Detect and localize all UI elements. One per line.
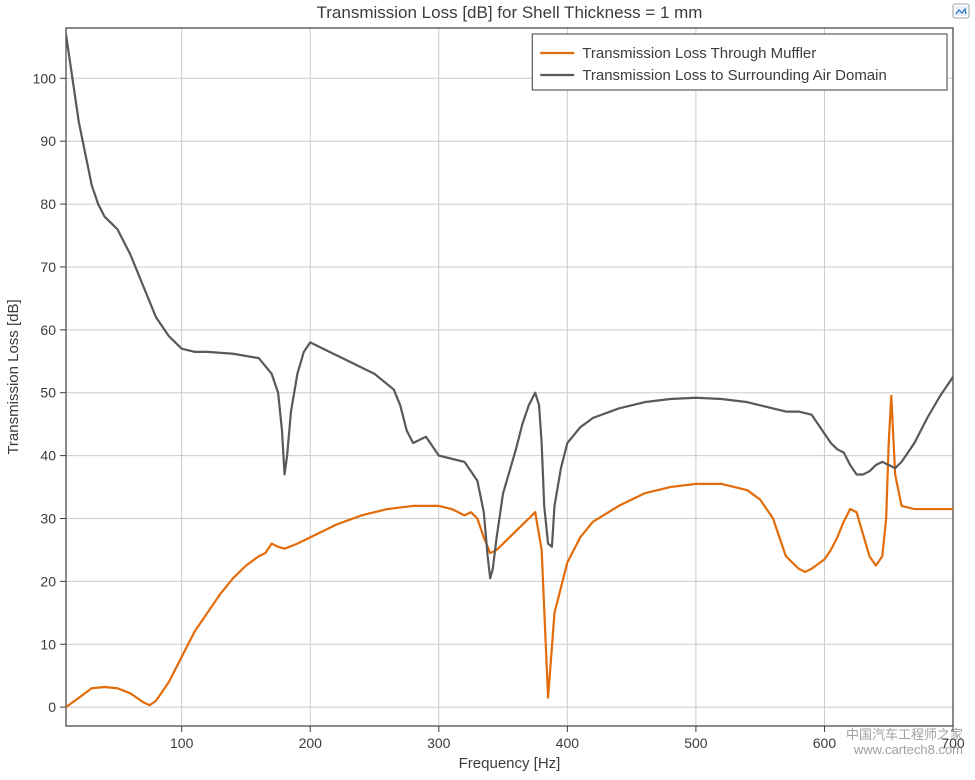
svg-text:20: 20 [40,573,56,589]
svg-text:500: 500 [684,735,708,751]
chart-corner-icon [953,4,969,18]
svg-text:30: 30 [40,510,56,526]
y-axis-label: Transmission Loss [dB] [5,299,22,454]
svg-text:100: 100 [170,735,194,751]
svg-text:100: 100 [33,70,57,86]
svg-text:60: 60 [40,322,56,338]
chart-title: Transmission Loss [dB] for Shell Thickne… [317,3,703,22]
svg-text:200: 200 [299,735,323,751]
svg-text:50: 50 [40,385,56,401]
svg-text:40: 40 [40,448,56,464]
legend-label: Transmission Loss to Surrounding Air Dom… [582,67,887,84]
svg-text:0: 0 [48,699,56,715]
chart-container: 100 200 300 400 500 600 700 0 10 20 30 40 50 60 70 80 90… [0,0,975,780]
svg-text:90: 90 [40,133,56,149]
svg-text:10: 10 [40,636,56,652]
legend: Transmission Loss Through Muffler Transmi… [532,34,947,90]
svg-text:400: 400 [556,735,580,751]
x-axis-label: Frequency [Hz] [459,755,561,772]
svg-text:600: 600 [813,735,837,751]
svg-text:70: 70 [40,259,56,275]
svg-text:300: 300 [427,735,451,751]
chart-svg: 100 200 300 400 500 600 700 0 10 20 30 40 50 60 70 80 90… [0,0,975,780]
svg-text:80: 80 [40,196,56,212]
svg-text:700: 700 [941,735,965,751]
legend-label: Transmission Loss Through Muffler [582,45,816,62]
